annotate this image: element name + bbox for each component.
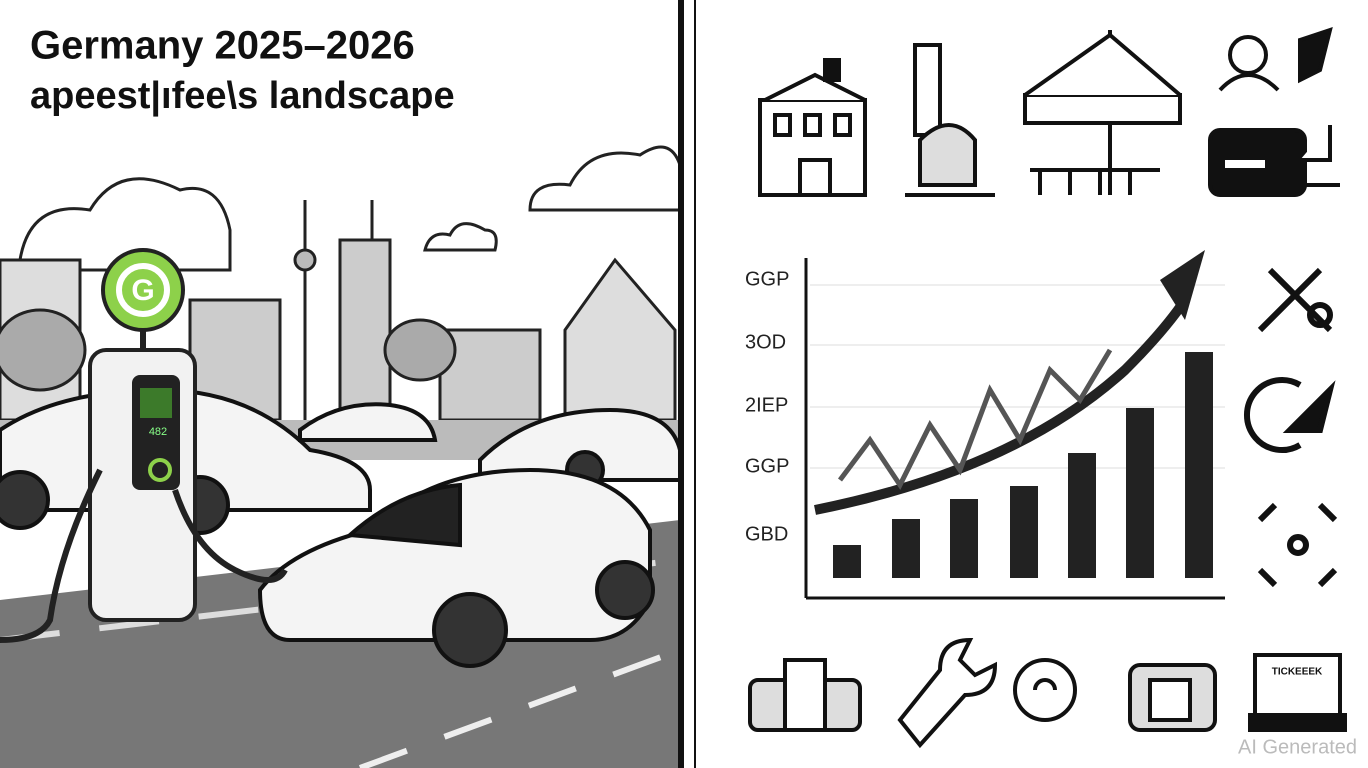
top-icons [758, 26, 1340, 197]
zigzag-line [838, 348, 1113, 490]
charger-logo: G [131, 274, 154, 307]
chart: GGP 3OD 2IEP GGP GBD [745, 250, 1225, 600]
bars [833, 352, 1213, 578]
charger-screen: 482 [149, 426, 167, 438]
axis-label: GBD [745, 523, 788, 545]
divider [694, 0, 696, 768]
bar [1185, 352, 1213, 578]
bar [950, 499, 978, 578]
watermark: AI Generated [1238, 736, 1357, 758]
title: Germany 2025–2026 [30, 24, 415, 68]
arrow-head [1160, 250, 1205, 320]
bar [1126, 408, 1154, 578]
bar [1068, 453, 1096, 578]
axis-label: 3OD [745, 331, 786, 353]
trend-arrow [814, 297, 1190, 515]
axis-label: GGP [745, 268, 789, 290]
axis-label: 2IEP [745, 394, 788, 416]
bottom-icons [748, 637, 1347, 749]
divider [678, 0, 684, 768]
axis-label: GGP [745, 455, 789, 477]
side-icons [1243, 267, 1338, 588]
ticket-text: TICKEEEK [1272, 667, 1323, 678]
charger: G 482 [0, 248, 288, 643]
bar [892, 519, 920, 578]
subtitle: apeest|ıfee\s landscape [30, 75, 455, 117]
bar [833, 545, 861, 578]
bar [1010, 486, 1038, 578]
